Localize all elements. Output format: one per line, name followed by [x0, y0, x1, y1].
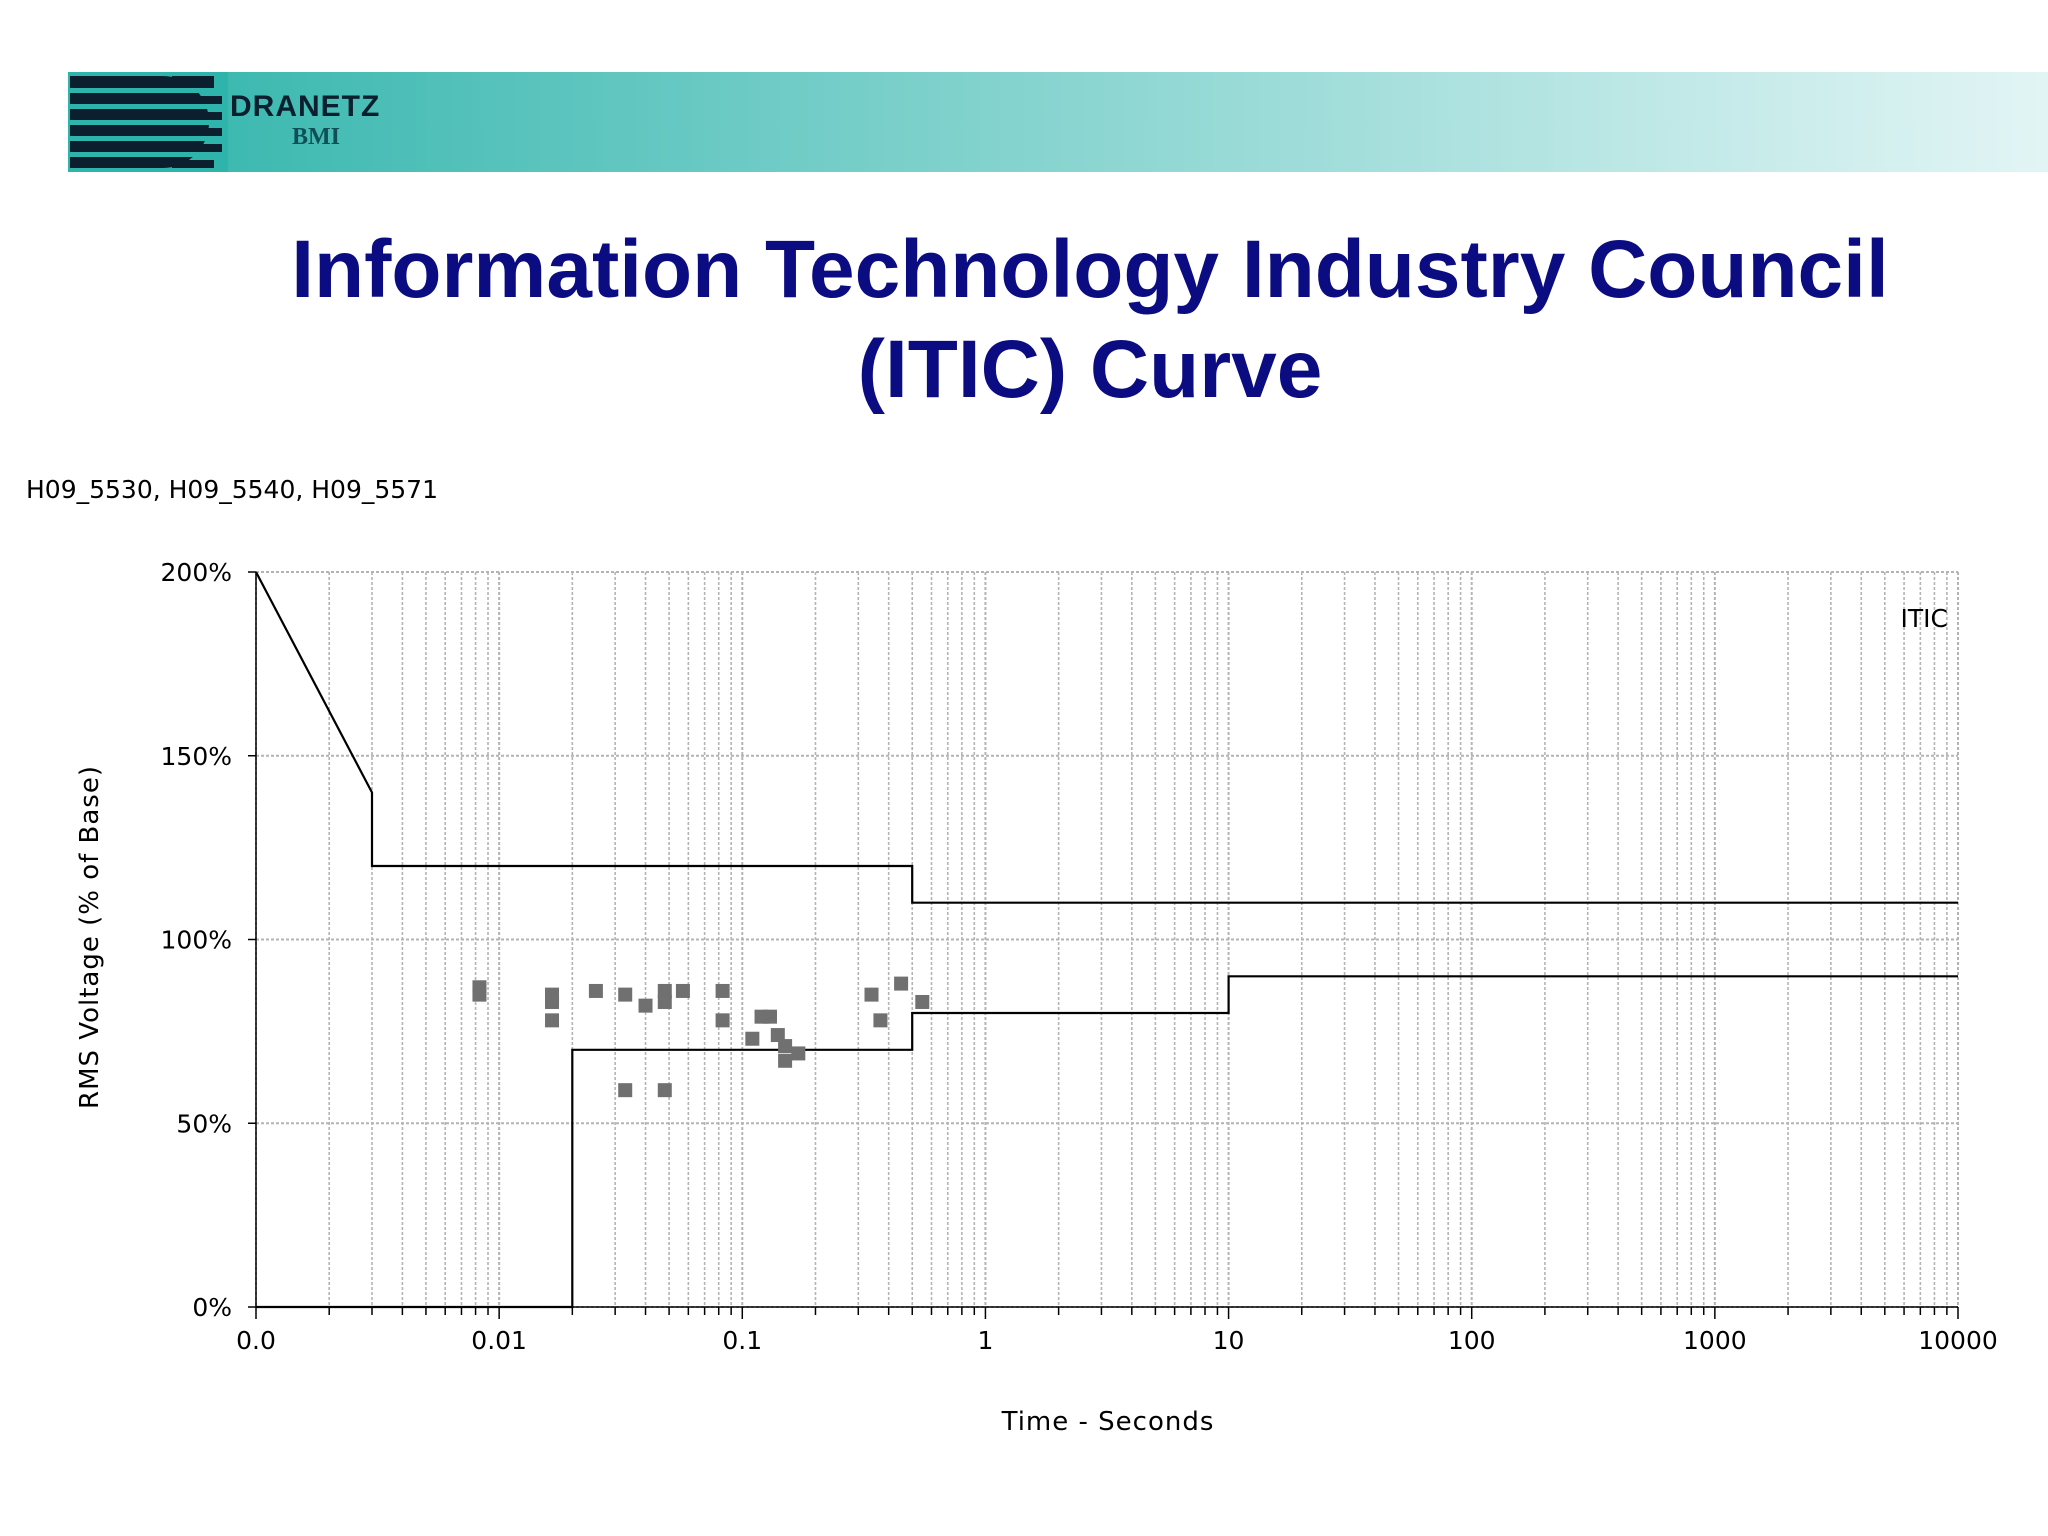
itic-upper-limit-curve [255, 571, 1958, 904]
dataset-label: H09_5530, H09_5540, H09_5571 [26, 475, 438, 504]
event-point [618, 1083, 633, 1098]
data-points [472, 976, 930, 1098]
event-point [675, 983, 690, 998]
legend-itic: ITIC [1901, 604, 1948, 633]
event-point [745, 1031, 760, 1046]
event-point [618, 987, 633, 1002]
y-tick-label: 200% [161, 558, 232, 587]
axes-layer: 0% 50% 100% 150% 200% 0.0 0.01 0.1 1 10 100 1000 100… [161, 558, 1998, 1355]
x-tick-label: 10 [1213, 1326, 1245, 1355]
event-point [762, 1009, 777, 1024]
event-point [588, 983, 603, 998]
event-point [915, 994, 930, 1009]
y-tick-label: 50% [176, 1109, 232, 1138]
event-point [545, 994, 560, 1009]
event-point [778, 1039, 793, 1054]
itic-chart: 0% 50% 100% 150% 200% 0.0 0.01 0.1 1 10 100 1000 100… [75, 558, 1998, 1437]
x-tick-label: 0.1 [722, 1326, 762, 1355]
page-title: Information Technology Industry Council … [291, 224, 1889, 415]
x-tick-label: 100 [1448, 1326, 1496, 1355]
y-tick-label: 0% [192, 1293, 232, 1322]
event-point [545, 1013, 560, 1028]
event-point [770, 1028, 785, 1043]
event-point [657, 983, 672, 998]
x-axis-title: Time - Seconds [1001, 1407, 1215, 1437]
event-point [791, 1046, 806, 1061]
itic-lower-limit-curve [256, 975, 1958, 1309]
event-point [638, 998, 653, 1013]
event-point [873, 1013, 888, 1028]
event-point [864, 987, 879, 1002]
y-tick-label: 100% [161, 926, 232, 955]
x-tick-label: 0.0 [236, 1326, 276, 1355]
brand-subtitle: BMI [292, 124, 340, 150]
brand-name: DRANETZ [230, 90, 381, 123]
event-point [657, 1083, 672, 1098]
y-tick-label: 150% [161, 742, 232, 771]
x-tick-label: 1000 [1683, 1326, 1747, 1355]
dranetz-logo [68, 72, 228, 172]
limit-curves [255, 571, 1958, 1309]
x-tick-label: 1 [977, 1326, 993, 1355]
event-point [657, 994, 672, 1009]
event-point [778, 1053, 793, 1068]
event-point [894, 976, 909, 991]
event-point [715, 1013, 730, 1028]
y-axis-title: RMS Voltage (% of Base) [75, 765, 105, 1109]
event-point [472, 980, 487, 995]
event-point [715, 983, 730, 998]
grid-layer [255, 571, 1959, 1308]
x-tick-label: 10000 [1918, 1326, 1998, 1355]
x-tick-label: 0.01 [471, 1326, 527, 1355]
header-banner [68, 72, 2048, 172]
